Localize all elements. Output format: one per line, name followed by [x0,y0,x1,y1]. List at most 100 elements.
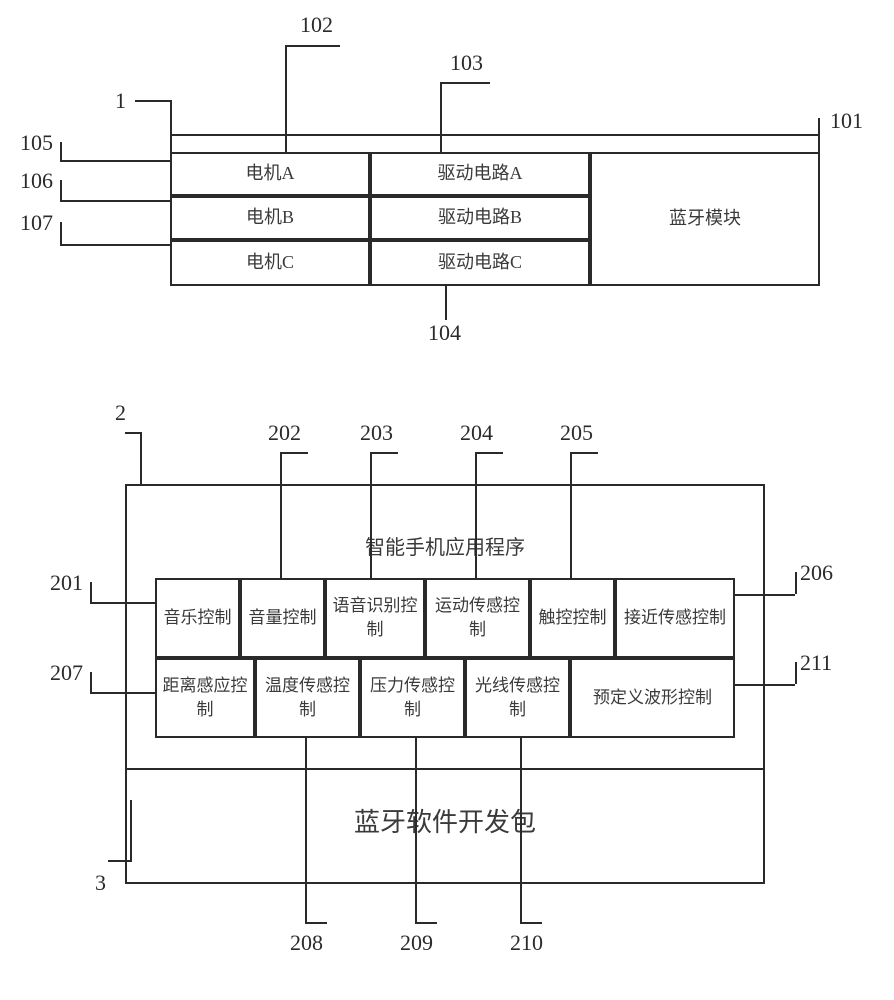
label-104: 104 [428,320,461,346]
text-sdk: 蓝牙软件开发包 [354,802,536,839]
text-r2c2: 温度传感控制 [261,674,354,722]
leader-103v [440,82,442,152]
label-207: 207 [50,660,83,686]
leader-210v [520,738,522,922]
r1c2-volume: 音量控制 [240,578,325,658]
leader-105v [60,142,62,160]
r1c6-proximity: 接近传感控制 [615,578,735,658]
text-r1c5: 触控控制 [539,606,607,630]
label-103: 103 [450,50,483,76]
r1c3-voice: 语音识别控制 [325,578,425,658]
text-bt-module: 蓝牙模块 [669,206,741,231]
cell-motor-a: 电机A [170,152,370,196]
leader-107h [60,244,170,246]
leader-208h [305,922,327,924]
leader-201h [90,602,155,604]
leader-211h [735,684,795,686]
text-r1c2: 音量控制 [249,606,317,630]
leader-104v [445,286,447,320]
leader-102h [285,45,340,47]
block2-divider [125,768,765,770]
leader-106v [60,180,62,200]
leader-209h [415,922,437,924]
text-block2-title: 智能手机应用程序 [365,531,525,560]
text-r1c4: 运动传感控制 [431,594,524,642]
label-107: 107 [20,210,53,236]
cell-drv-b: 驱动电路B [370,196,590,240]
leader-102v [285,45,287,152]
leader-103h [440,82,490,84]
label-106: 106 [20,168,53,194]
leader-206v [795,572,797,594]
leader-203h [370,452,398,454]
label-105: 105 [20,130,53,156]
r2c3-pressure: 压力传感控制 [360,658,465,738]
cell-motor-b: 电机B [170,196,370,240]
text-motor-c: 电机C [246,250,294,275]
text-r1c1: 音乐控制 [164,606,232,630]
text-drv-a: 驱动电路A [438,161,523,186]
leader-204h [475,452,503,454]
r2c2-temp: 温度传感控制 [255,658,360,738]
text-r2c3: 压力传感控制 [366,674,459,722]
leader-205v [570,452,572,578]
leader-2v [140,432,142,484]
r2c4-light: 光线传感控制 [465,658,570,738]
label-204: 204 [460,420,493,446]
leader-206h [735,594,795,596]
leader-1v [170,100,172,134]
text-r2c1: 距离感应控制 [161,674,249,722]
leader-211v [795,662,797,684]
leader-107v [60,222,62,244]
label-203: 203 [360,420,393,446]
leader-3h [108,860,132,862]
label-102: 102 [300,12,333,38]
leader-210h [520,922,542,924]
leader-3v [130,800,132,860]
r1c1-music: 音乐控制 [155,578,240,658]
label-202: 202 [268,420,301,446]
leader-207v [90,672,92,692]
leader-209v [415,738,417,922]
label-211: 211 [800,650,832,676]
cell-bt-module: 蓝牙模块 [590,152,820,286]
r1c5-touch: 触控控制 [530,578,615,658]
label-205: 205 [560,420,593,446]
cell-drv-a: 驱动电路A [370,152,590,196]
label-209: 209 [400,930,433,956]
block2-title: 智能手机应用程序 [125,530,765,560]
text-r2c5: 预定义波形控制 [593,686,712,710]
label-2: 2 [115,400,126,426]
label-101: 101 [830,108,863,134]
r2c1-distance: 距离感应控制 [155,658,255,738]
cell-drv-c: 驱动电路C [370,240,590,286]
r2c5-waveform: 预定义波形控制 [570,658,735,738]
text-r1c3: 语音识别控制 [331,594,419,642]
leader-207h [90,692,155,694]
leader-201v [90,582,92,602]
leader-1h [135,100,170,102]
label-3: 3 [95,870,106,896]
leader-106h [60,200,170,202]
label-208: 208 [290,930,323,956]
cell-motor-c: 电机C [170,240,370,286]
label-210: 210 [510,930,543,956]
leader-204v [475,452,477,578]
leader-2h [125,432,140,434]
leader-203v [370,452,372,578]
text-motor-a: 电机A [246,161,295,186]
label-206: 206 [800,560,833,586]
r1c4-motion: 运动传感控制 [425,578,530,658]
text-drv-c: 驱动电路C [438,250,522,275]
label-1: 1 [115,88,126,114]
text-drv-b: 驱动电路B [438,205,522,230]
text-r1c6: 接近传感控制 [624,606,726,630]
block2-sdk: 蓝牙软件开发包 [125,800,765,840]
text-r2c4: 光线传感控制 [471,674,564,722]
leader-101v [818,118,820,134]
leader-105h [60,160,170,162]
leader-202v [280,452,282,578]
label-201: 201 [50,570,83,596]
leader-205h [570,452,598,454]
text-motor-b: 电机B [246,205,294,230]
